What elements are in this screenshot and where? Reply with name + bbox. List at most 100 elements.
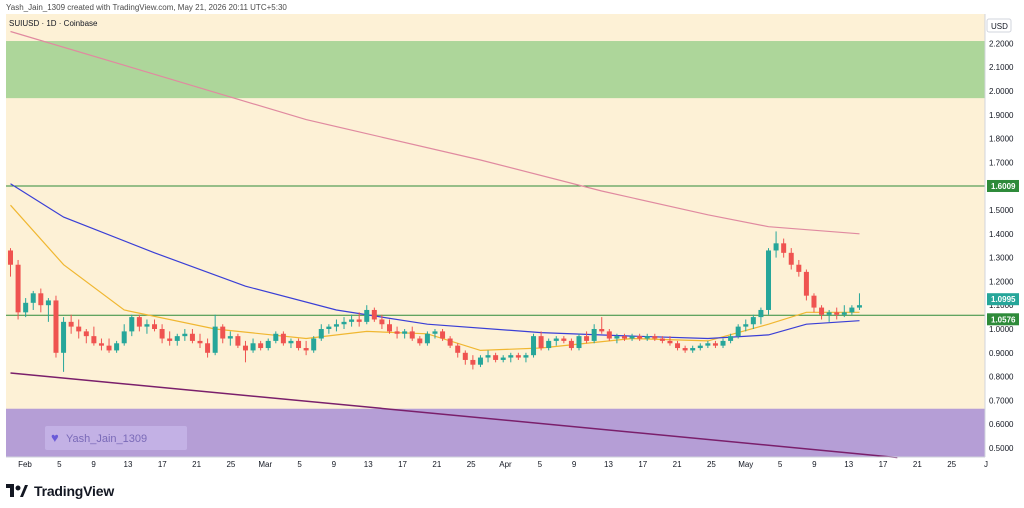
candle-body	[735, 326, 741, 337]
x-tick-label: 17	[158, 460, 167, 469]
candles-layer	[8, 231, 862, 372]
candle-body	[68, 321, 74, 327]
candle-body	[803, 271, 809, 296]
candle-body	[371, 309, 377, 320]
candle-body	[675, 343, 681, 349]
x-tick-label: 25	[707, 460, 716, 469]
candle-body	[242, 345, 248, 351]
y-tick-label: 0.6000	[989, 420, 1014, 429]
price-tag-label: 1.0995	[991, 295, 1016, 304]
candle-body	[599, 329, 605, 332]
x-tick-label: May	[738, 460, 753, 469]
x-tick-label: Mar	[258, 460, 272, 469]
x-tick-label: Apr	[499, 460, 512, 469]
symbol-line: SUIUSD · 1D · Coinbase	[9, 19, 98, 28]
candle-body	[23, 302, 29, 313]
candle-body	[561, 338, 567, 341]
y-axis: 0.5000 0.6000 0.7000 0.8000 0.9000 1.0000 1.10…	[989, 39, 1014, 453]
x-tick-label: 25	[226, 460, 235, 469]
x-tick-label: J	[984, 460, 988, 469]
x-tick-label: 13	[124, 460, 133, 469]
candle-body	[743, 324, 749, 327]
candle-body	[98, 343, 104, 346]
candle-body	[205, 343, 211, 353]
candle-body	[318, 329, 324, 339]
x-tick-label: 25	[467, 460, 476, 469]
y-tick-label: 0.7000	[989, 396, 1014, 405]
candle-body	[394, 331, 400, 334]
candle-body	[728, 336, 734, 341]
candle-body	[364, 309, 370, 322]
x-tick-label: Feb	[18, 460, 32, 469]
candle-body	[402, 331, 408, 334]
ma-fast-line	[10, 204, 860, 352]
watermark-bar	[45, 426, 187, 450]
candle-body	[250, 343, 256, 351]
candle-body	[61, 321, 67, 353]
candle-body	[167, 338, 173, 341]
y-tick-label: 0.9000	[989, 349, 1014, 358]
candle-body	[159, 329, 165, 339]
candle-body	[341, 321, 347, 325]
candle-body	[121, 331, 127, 344]
price-tag-last	[987, 293, 1019, 306]
y-tick-label: 0.5000	[989, 444, 1014, 453]
candle-body	[796, 264, 802, 272]
candle-body	[508, 355, 514, 358]
y-tick-label: 1.9000	[989, 111, 1014, 120]
x-tick-label: 5	[297, 460, 302, 469]
candle-body	[720, 340, 726, 346]
candle-body	[584, 336, 590, 341]
x-axis: Feb 5 9 13 17 21 25 Mar 5 9 13 17 21 25 Apr 5 9 13 17 21 25 M…	[18, 460, 988, 469]
candle-body	[712, 343, 718, 346]
candle-body	[758, 309, 764, 318]
candle-body	[621, 336, 627, 339]
candle-body	[781, 243, 787, 253]
candle-body	[45, 300, 51, 306]
currency-badge[interactable]: USD	[986, 18, 1012, 33]
candle-body	[432, 331, 438, 334]
candle-body	[311, 338, 317, 351]
candle-body	[258, 343, 264, 349]
tradingview-logo[interactable]: TradingView	[6, 481, 114, 501]
price-tag-label: 1.0576	[991, 315, 1016, 324]
candle-body	[637, 336, 643, 339]
watermark-label: Yash_Jain_1309	[66, 433, 147, 445]
y-tick-label: 1.0000	[989, 325, 1014, 334]
y-tick-label: 2.0000	[989, 87, 1014, 96]
candle-body	[265, 340, 271, 349]
y-tick-label: 2.2000	[989, 39, 1014, 48]
candle-body	[129, 317, 135, 332]
y-tick-label: 1.3000	[989, 254, 1014, 263]
candle-body	[227, 336, 233, 339]
candle-body	[106, 345, 112, 351]
candle-body	[76, 326, 82, 332]
candle-body	[690, 348, 696, 351]
candle-body	[455, 345, 461, 353]
candle-body	[333, 324, 339, 327]
candle-body	[303, 348, 309, 351]
candle-body	[576, 336, 582, 349]
candle-body	[91, 336, 97, 344]
candle-body	[500, 357, 506, 360]
candle-body	[174, 336, 180, 341]
candle-body	[546, 340, 552, 349]
candle-body	[409, 331, 415, 339]
price-tags: 1.6009 1.0995 1.0576	[987, 179, 1019, 326]
y-tick-label: 1.2000	[989, 277, 1014, 286]
x-tick-label: 13	[364, 460, 373, 469]
candle-body	[629, 336, 635, 339]
candle-body	[212, 326, 218, 353]
candle-body	[523, 355, 529, 358]
x-tick-label: 13	[844, 460, 853, 469]
candle-body	[697, 345, 703, 349]
x-tick-label: 17	[398, 460, 407, 469]
candle-body	[591, 329, 597, 341]
candle-body	[515, 355, 521, 358]
candle-body	[144, 324, 150, 327]
candle-body	[182, 333, 188, 337]
candle-body	[30, 293, 36, 303]
x-tick-label: 21	[192, 460, 201, 469]
candle-body	[531, 336, 537, 356]
